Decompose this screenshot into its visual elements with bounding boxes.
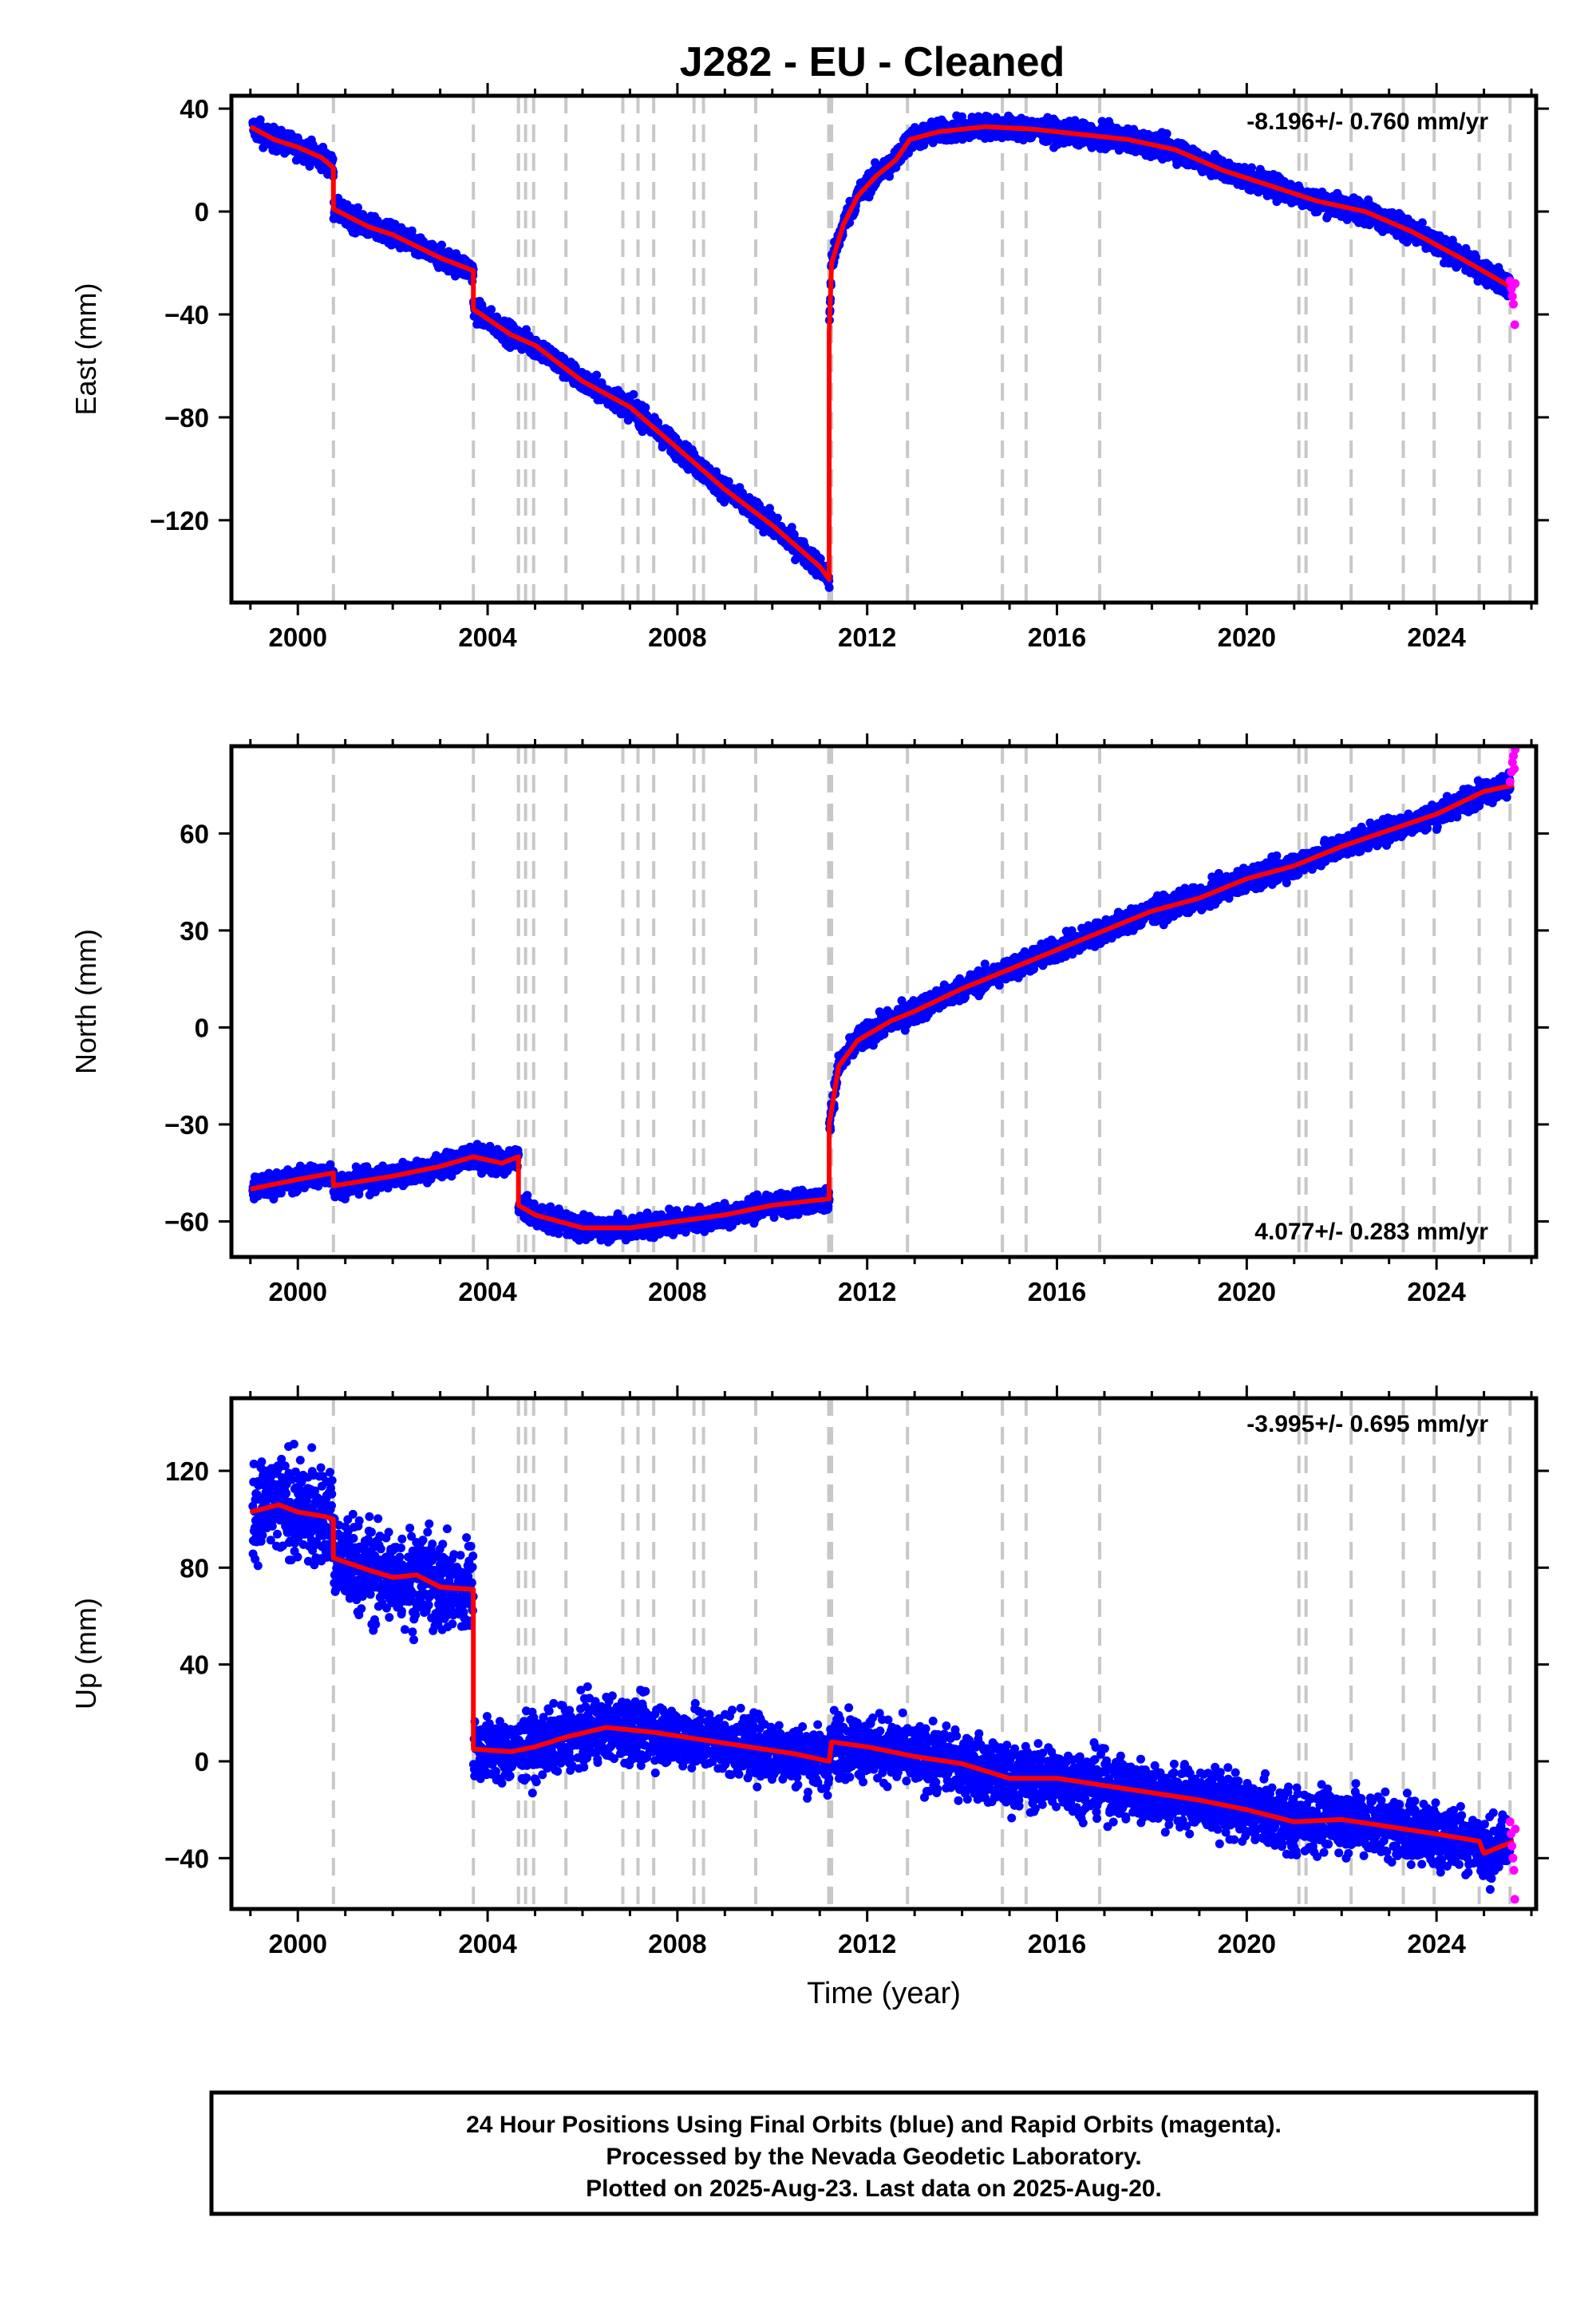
rapid-point-4	[1510, 320, 1519, 330]
data-point-40	[259, 143, 268, 152]
y-tick-label: −120	[150, 506, 209, 536]
x-tick-label: 2024	[1407, 622, 1466, 652]
x-tick-label: 2008	[648, 622, 706, 652]
data-point-724	[437, 240, 446, 250]
y-tick-label: −80	[164, 403, 209, 433]
x-tick-label: 2016	[1028, 622, 1086, 652]
east-velocity-label: -8.196+/- 0.760 mm/yr	[1246, 109, 1488, 135]
data-point-2202	[824, 583, 834, 592]
panel-east: 2000 2004 2008 2012 2016 2020 2024 40 0 −40 −80 −12…	[69, 83, 1549, 652]
data-point-1318	[592, 370, 602, 380]
rapid-point-2	[1507, 291, 1517, 301]
east-points	[248, 111, 1515, 592]
x-tick-label: 2000	[269, 622, 327, 652]
data-point-2004	[772, 513, 782, 523]
north-points	[248, 768, 1515, 1247]
panels: 2000 2004 2008 2012 2016 2020 2024 40 0 −40 −80 −12…	[69, 83, 1549, 2010]
y-tick-label: 0	[195, 197, 209, 227]
data-point-403	[354, 203, 362, 212]
data-point-1459	[629, 389, 638, 399]
y-tick-label: 40	[180, 94, 209, 124]
rapid-point-5	[1511, 279, 1520, 288]
data-point-914	[487, 305, 496, 314]
figure-title: J282 - EU - Cleaned	[680, 39, 1065, 85]
data-point-307	[328, 154, 338, 164]
y-tick-label: −40	[164, 300, 209, 330]
x-tick-label: 2004	[458, 622, 517, 652]
panel-north: 2000 2004 2008 2012 2016 2020 202460300−30−60N…	[69, 733, 1549, 1306]
east-ylabel: East (mm)	[69, 283, 102, 416]
x-tick-label: 2020	[1218, 622, 1276, 652]
x-tick-label: 2012	[838, 622, 896, 652]
rapid-point-3	[1509, 299, 1518, 309]
